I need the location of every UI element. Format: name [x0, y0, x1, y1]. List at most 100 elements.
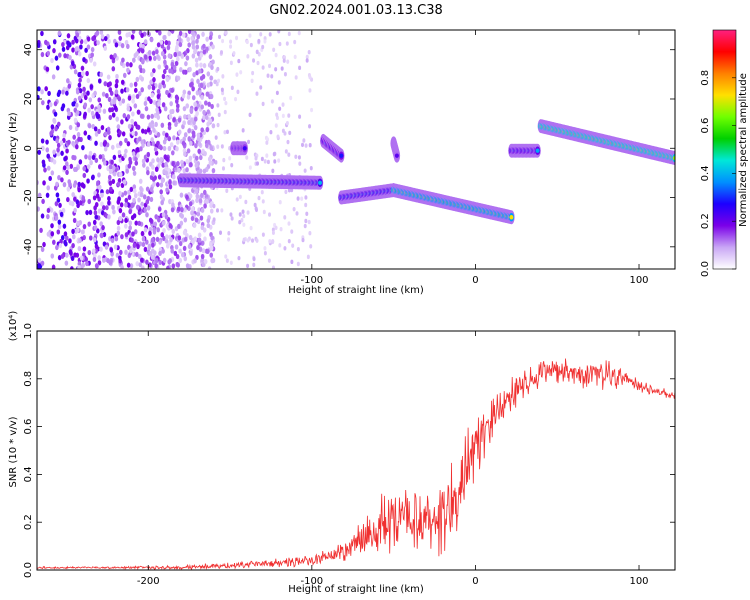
- noise-mark: [146, 141, 151, 147]
- noise-mark: [97, 97, 102, 103]
- noise-mark: [224, 30, 228, 35]
- noise-mark: [229, 39, 233, 44]
- noise-mark: [257, 52, 261, 57]
- noise-mark: [238, 220, 242, 225]
- noise-mark: [128, 209, 132, 215]
- noise-mark: [193, 258, 197, 264]
- noise-mark: [111, 66, 116, 72]
- noise-mark: [130, 237, 134, 243]
- noise-mark: [202, 109, 206, 116]
- noise-mark: [41, 198, 45, 205]
- noise-mark: [160, 122, 165, 128]
- noise-mark: [216, 103, 220, 108]
- noise-mark: [188, 193, 193, 199]
- noise-mark: [61, 207, 66, 214]
- noise-mark: [175, 253, 180, 260]
- noise-mark: [185, 55, 190, 61]
- noise-mark: [209, 93, 214, 100]
- noise-mark: [194, 143, 198, 149]
- noise-mark: [274, 123, 278, 128]
- noise-mark: [49, 207, 54, 213]
- noise-mark: [168, 258, 172, 264]
- noise-mark: [229, 44, 233, 49]
- noise-mark: [60, 235, 65, 241]
- noise-mark: [296, 246, 300, 252]
- noise-mark: [66, 186, 71, 192]
- noise-mark: [195, 193, 200, 199]
- noise-mark: [281, 113, 285, 119]
- noise-mark: [54, 201, 59, 207]
- noise-mark: [155, 166, 159, 172]
- noise-mark: [121, 131, 126, 137]
- noise-mark: [108, 259, 113, 265]
- noise-mark: [274, 67, 278, 72]
- noise-mark: [261, 101, 265, 107]
- noise-mark: [237, 255, 241, 261]
- noise-mark: [269, 129, 273, 135]
- noise-mark: [272, 151, 276, 157]
- noise-mark: [95, 228, 100, 234]
- noise-mark: [71, 39, 75, 45]
- noise-mark: [164, 161, 168, 167]
- noise-mark: [85, 209, 89, 216]
- noise-mark: [272, 47, 276, 52]
- noise-mark: [83, 94, 88, 101]
- noise-mark: [61, 103, 66, 109]
- noise-mark: [131, 30, 136, 34]
- noise-mark: [230, 216, 234, 221]
- noise-mark: [191, 239, 195, 245]
- noise-mark: [147, 96, 151, 102]
- noise-mark: [131, 231, 135, 237]
- noise-mark: [285, 41, 289, 46]
- noise-mark: [88, 97, 93, 103]
- noise-mark: [159, 194, 164, 200]
- noise-mark: [308, 124, 312, 129]
- noise-mark: [222, 157, 226, 163]
- noise-mark: [268, 212, 272, 217]
- snr-ticks: -200 -100 0 100 0.0 0.2 0.4 0.6 0.8 1.0: [23, 323, 675, 587]
- noise-mark: [194, 57, 199, 63]
- noise-mark: [195, 70, 199, 76]
- noise-mark: [87, 198, 92, 205]
- colorbar-tick-label: 0.8: [700, 70, 711, 86]
- noise-mark: [145, 166, 150, 172]
- noise-mark: [165, 234, 169, 240]
- noise-mark: [100, 124, 105, 131]
- noise-mark: [161, 73, 166, 80]
- noise-mark: [50, 231, 55, 237]
- noise-mark: [237, 58, 241, 64]
- noise-mark: [107, 96, 112, 103]
- noise-mark: [298, 65, 302, 71]
- noise-mark: [68, 54, 72, 61]
- noise-mark: [171, 228, 176, 235]
- noise-mark: [83, 111, 87, 117]
- noise-mark: [115, 143, 120, 149]
- noise-mark: [190, 210, 194, 216]
- noise-mark: [139, 192, 144, 198]
- noise-mark: [149, 186, 154, 192]
- noise-mark: [180, 207, 184, 213]
- y-tick-label: 0.8: [23, 371, 34, 387]
- noise-mark: [87, 249, 92, 256]
- noise-mark: [86, 90, 90, 96]
- noise-mark: [223, 96, 227, 102]
- noise-mark: [161, 80, 165, 86]
- noise-mark: [113, 105, 118, 111]
- noise-mark: [229, 212, 233, 217]
- noise-mark: [180, 213, 184, 219]
- noise-mark: [148, 55, 152, 61]
- noise-mark: [77, 181, 81, 187]
- noise-mark: [152, 68, 156, 74]
- noise-mark: [224, 100, 228, 106]
- noise-mark: [139, 146, 143, 152]
- noise-mark: [217, 78, 221, 83]
- noise-mark: [305, 54, 309, 60]
- noise-mark: [133, 229, 138, 235]
- noise-mark: [120, 182, 125, 188]
- x-tick-label: -200: [137, 576, 160, 587]
- segment-4: [390, 136, 401, 163]
- noise-mark: [54, 55, 59, 61]
- noise-mark: [70, 266, 74, 269]
- noise-mark: [129, 263, 134, 269]
- noise-mark: [143, 227, 148, 233]
